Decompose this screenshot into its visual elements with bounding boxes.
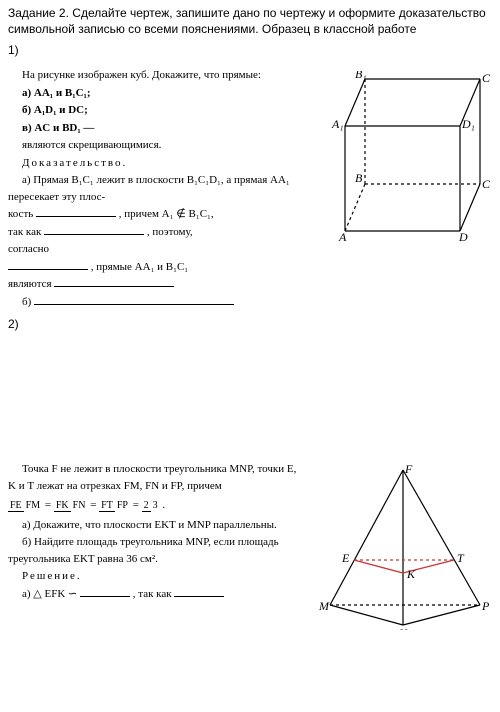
cube-label-A: A bbox=[338, 230, 347, 241]
problem-2-number: 2) bbox=[0, 315, 500, 337]
blank-line bbox=[34, 295, 234, 305]
pyr-label-M: M bbox=[318, 599, 330, 613]
problem-2-content: Точка F не лежит в плоскости треугольник… bbox=[0, 457, 500, 634]
pyr-label-K: K bbox=[406, 567, 416, 581]
header-text: Задание 2. Сделайте чертеж, запишите дан… bbox=[8, 6, 486, 36]
pyramid-svg: F M P N E T K bbox=[315, 465, 490, 630]
p2-b: б) Найдите площадь треугольника MNP, есл… bbox=[8, 534, 304, 567]
cube-label-B1: B₁ bbox=[355, 71, 367, 81]
cube-svg: A D C B A₁ D₁ C₁ B₁ bbox=[315, 71, 490, 241]
p1-skew: являются скрещивающимися. bbox=[8, 137, 304, 154]
pyramid-figure: F M P N E T K bbox=[312, 461, 492, 630]
frac-fk-fn: FKFN bbox=[54, 501, 88, 511]
p2-ratio: FEFM = FKFN = FTFP = 23 . bbox=[8, 497, 304, 514]
p1-item-c: в) AC и BD₁ — bbox=[8, 120, 304, 137]
frac-ft-fp: FTFP bbox=[99, 501, 130, 511]
pyr-label-P: P bbox=[481, 599, 490, 613]
problem-1-content: На рисунке изображен куб. Докажите, что … bbox=[0, 63, 500, 315]
blank-line bbox=[54, 277, 174, 287]
pyr-label-T: T bbox=[457, 551, 465, 565]
cube-label-D: D bbox=[458, 230, 468, 241]
p2-p1: Точка F не лежит в плоскости треугольник… bbox=[8, 461, 304, 494]
p1-item-b: б) A₁D₁ и DC; bbox=[8, 102, 304, 119]
p1-proof-a3: так как , поэтому, bbox=[8, 224, 304, 241]
cube-label-A1: A₁ bbox=[331, 117, 344, 131]
p2-sol-a: а) △ EFK ∽ , так как bbox=[8, 586, 304, 603]
blank-line bbox=[36, 207, 116, 217]
task-header: Задание 2. Сделайте чертеж, запишите дан… bbox=[0, 0, 500, 41]
p1-intro: На рисунке изображен куб. Докажите, что … bbox=[8, 67, 304, 84]
frac-2-3: 23 bbox=[142, 501, 160, 511]
cube-figure: A D C B A₁ D₁ C₁ B₁ bbox=[312, 67, 492, 311]
problem-1-number: 1) bbox=[0, 41, 500, 63]
cube-label-C1: C₁ bbox=[482, 71, 490, 85]
p1-item-b-start: б) bbox=[8, 294, 304, 311]
p1-proof-a4: согласно bbox=[8, 241, 304, 258]
pyr-label-F: F bbox=[404, 465, 413, 476]
frac-fe-fm: FEFM bbox=[8, 501, 42, 511]
page-gap bbox=[0, 337, 500, 457]
p2-a: а) Докажите, что плоскости EKT и MNP пар… bbox=[8, 517, 304, 534]
blank-line bbox=[174, 587, 224, 597]
p2-solution-label: Решение. bbox=[8, 568, 304, 585]
problem-1-text: На рисунке изображен куб. Докажите, что … bbox=[8, 67, 304, 311]
p1-proof-a5: являются bbox=[8, 276, 304, 293]
p1-proof-label: Доказательство. bbox=[8, 155, 304, 172]
p1-proof-a4b: , прямые AA₁ и B₁C₁ bbox=[8, 259, 304, 276]
blank-line bbox=[44, 225, 144, 235]
cube-label-D1: D₁ bbox=[461, 117, 475, 131]
p1-proof-a2: кость , причем A₁ ∉ B₁C₁, bbox=[8, 206, 304, 223]
blank-line bbox=[80, 587, 130, 597]
p1-proof-a1: а) Прямая B₁C₁ лежит в плоскости B₁C₁D₁,… bbox=[8, 172, 304, 205]
problem-2-text: Точка F не лежит в плоскости треугольник… bbox=[8, 461, 304, 630]
cube-label-C: C bbox=[482, 177, 490, 191]
pyr-label-E: E bbox=[341, 551, 350, 565]
p1-item-a: а) AA₁ и B₁C₁; bbox=[8, 85, 304, 102]
pyr-label-N: N bbox=[398, 626, 408, 630]
cube-label-B: B bbox=[355, 171, 363, 185]
blank-line bbox=[8, 260, 88, 270]
